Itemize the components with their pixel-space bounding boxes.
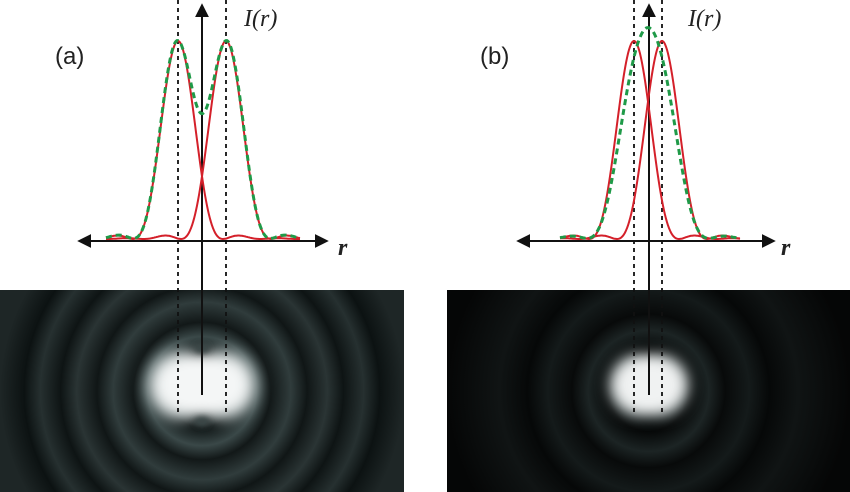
panel-b: (b) I(r) r <box>447 0 850 492</box>
psf-curve-right-a <box>106 39 301 241</box>
x-axis-label-b: r <box>781 235 791 261</box>
y-axis-label-b: I(r) <box>687 6 721 32</box>
sum-curve-b <box>559 26 741 240</box>
x-axis-label-a: r <box>338 235 348 261</box>
y-axis-label-a: I(r) <box>243 6 277 32</box>
sum-curve-a <box>105 39 301 240</box>
panel-label-b: (b) <box>480 43 509 70</box>
panel-a: (a) I(r) r <box>0 0 404 492</box>
panel-label-a: (a) <box>55 43 84 70</box>
